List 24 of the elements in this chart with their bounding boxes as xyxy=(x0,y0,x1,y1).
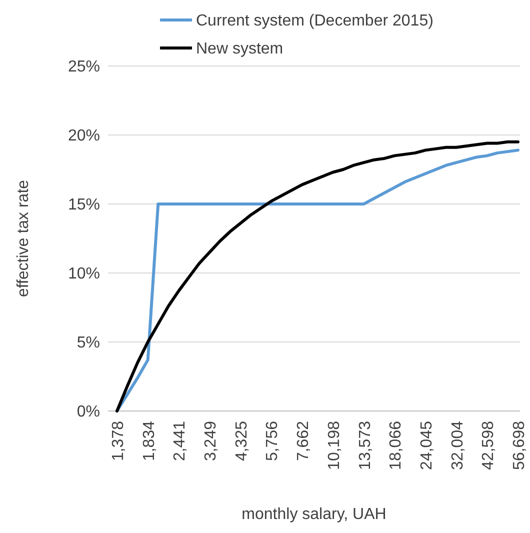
y-tick-label: 15% xyxy=(68,196,100,214)
x-tick-label: 24,045 xyxy=(418,420,436,470)
x-tick-label: 2,441 xyxy=(172,420,189,462)
x-tick-label: 56,698 xyxy=(511,420,528,470)
x-tick-label: 42,598 xyxy=(480,420,498,470)
x-tick-label: 18,066 xyxy=(388,420,405,470)
x-tick-label: 3,249 xyxy=(202,420,220,462)
x-axis-title: monthly salary, UAH xyxy=(242,506,386,523)
x-tick-label: 1,378 xyxy=(110,420,127,462)
x-tick-label: 7,662 xyxy=(295,420,312,462)
x-tick-label: 32,004 xyxy=(449,420,466,470)
y-tick-label: 25% xyxy=(68,58,100,76)
y-tick-label: 5% xyxy=(76,334,100,352)
x-tick-label: 10,198 xyxy=(326,420,343,470)
x-tick-label: 1,834 xyxy=(140,420,158,462)
legend-label: New system xyxy=(196,40,284,58)
y-tick-label: 10% xyxy=(68,266,100,283)
x-tick-label: 4,325 xyxy=(233,420,250,462)
y-tick-label: 20% xyxy=(68,128,100,145)
y-tick-label: 0% xyxy=(76,404,100,421)
legend-label: Current system (December 2015) xyxy=(196,12,434,30)
x-tick-label: 13,573 xyxy=(356,420,374,470)
y-axis-title: effective tax rate xyxy=(15,180,32,298)
x-tick-label: 5,756 xyxy=(264,420,282,462)
